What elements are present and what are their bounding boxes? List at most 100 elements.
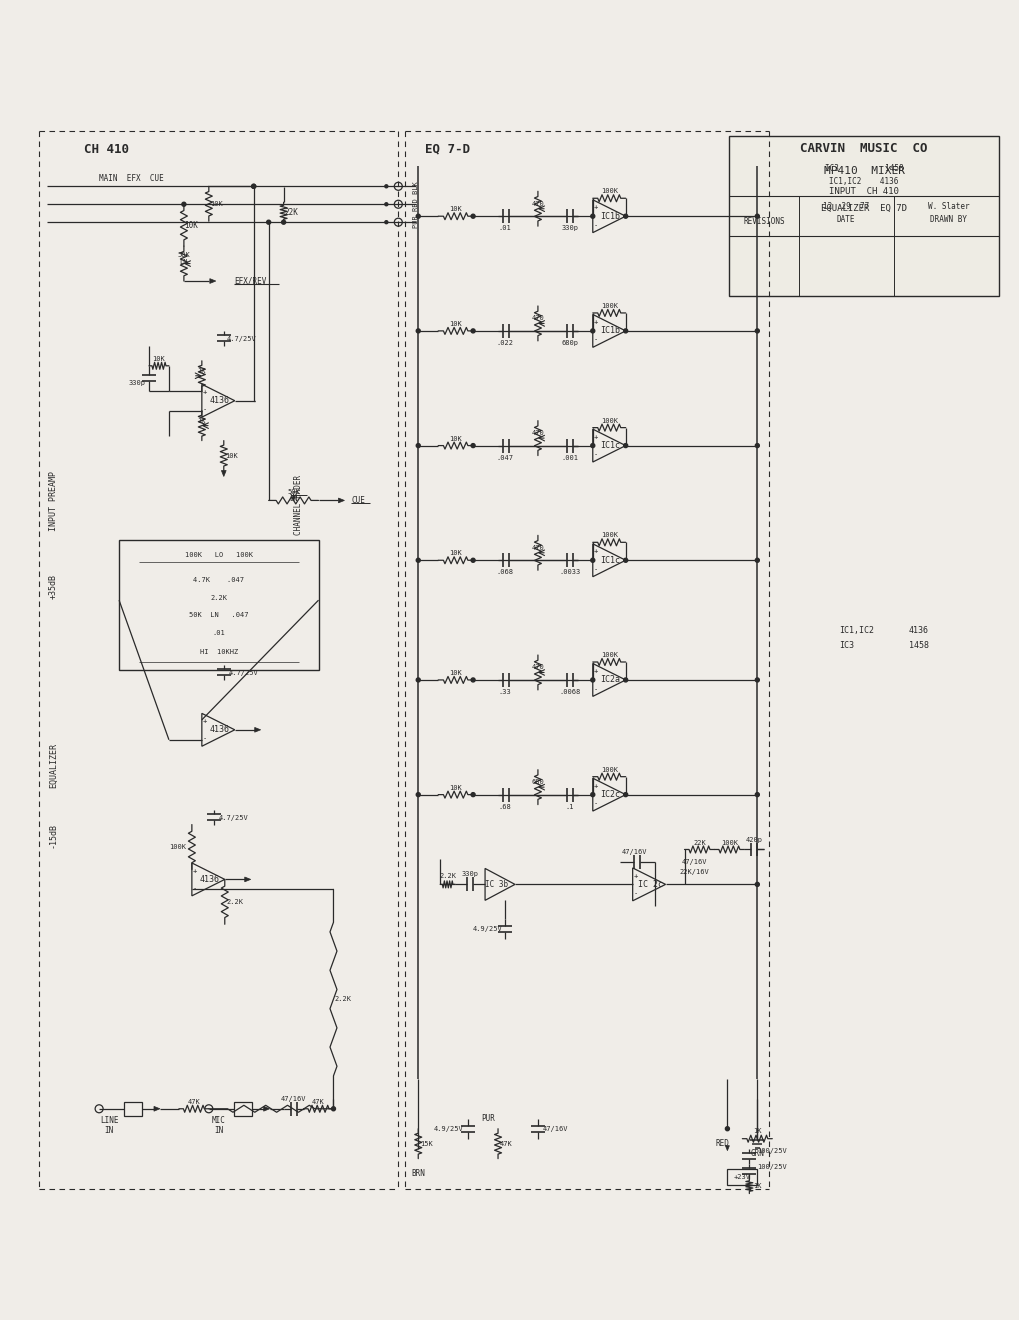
- Polygon shape: [255, 727, 261, 733]
- Text: 47/16V: 47/16V: [622, 850, 647, 855]
- Circle shape: [590, 558, 594, 562]
- Text: 47K: 47K: [499, 1140, 512, 1147]
- Text: 1458: 1458: [908, 640, 928, 649]
- Text: -15dB: -15dB: [49, 824, 58, 847]
- Text: 15K: 15K: [420, 1140, 432, 1147]
- Text: 47K: 47K: [187, 1098, 200, 1105]
- Text: -: -: [203, 407, 207, 412]
- Text: IN: IN: [104, 1126, 113, 1135]
- Text: .33: .33: [498, 689, 511, 694]
- Text: +: +: [593, 319, 597, 325]
- Circle shape: [252, 185, 256, 189]
- Circle shape: [471, 678, 475, 682]
- Circle shape: [471, 444, 475, 447]
- Circle shape: [623, 678, 627, 682]
- Text: 100K: 100K: [600, 652, 618, 657]
- Text: +: +: [593, 783, 597, 789]
- Circle shape: [266, 220, 270, 224]
- Circle shape: [416, 792, 420, 797]
- Text: 100K: 100K: [600, 767, 618, 772]
- Text: 680p: 680p: [560, 339, 578, 346]
- Circle shape: [471, 214, 475, 218]
- Text: 10K: 10K: [448, 321, 462, 327]
- Bar: [727, 1168, 756, 1184]
- Text: IC3: IC3: [839, 640, 853, 649]
- Text: 100K: 100K: [600, 532, 618, 539]
- Text: 4136: 4136: [908, 626, 928, 635]
- Text: 100K: 100K: [600, 189, 618, 194]
- Text: DATE: DATE: [836, 215, 855, 223]
- Text: -: -: [593, 566, 597, 572]
- Circle shape: [590, 444, 594, 447]
- Text: 100/25V: 100/25V: [757, 1164, 787, 1170]
- Circle shape: [590, 678, 594, 682]
- Polygon shape: [725, 1146, 729, 1151]
- Text: 47K: 47K: [312, 1098, 325, 1105]
- Circle shape: [471, 329, 475, 333]
- Circle shape: [755, 792, 758, 797]
- Text: 47/16V: 47/16V: [542, 1126, 568, 1131]
- Text: IC1b: IC1b: [600, 326, 620, 335]
- Text: 2.2K: 2.2K: [439, 874, 455, 879]
- Bar: [119, 540, 318, 671]
- Text: 470: 470: [531, 315, 544, 322]
- Text: -: -: [593, 685, 597, 692]
- Circle shape: [755, 558, 758, 562]
- Text: 50K
LN: 50K LN: [287, 488, 300, 502]
- Text: CARVIN  MUSIC  CO: CARVIN MUSIC CO: [800, 141, 927, 154]
- Text: 10K: 10K: [448, 550, 462, 556]
- Text: MIC: MIC: [212, 1117, 225, 1125]
- Text: 330p: 330p: [128, 380, 146, 385]
- Text: 470: 470: [531, 430, 544, 436]
- Circle shape: [331, 1106, 335, 1110]
- Text: 100/25V: 100/25V: [757, 1147, 787, 1154]
- Text: 4136: 4136: [209, 396, 229, 405]
- Text: 470: 470: [531, 545, 544, 550]
- Text: -: -: [633, 890, 637, 896]
- Text: PUR: PUR: [481, 1114, 494, 1123]
- Text: EQUALIZER  EQ 7D: EQUALIZER EQ 7D: [820, 203, 906, 213]
- Circle shape: [755, 214, 758, 218]
- Circle shape: [590, 214, 594, 218]
- Text: .001: .001: [560, 454, 578, 461]
- Text: 22K: 22K: [284, 207, 299, 216]
- Circle shape: [623, 792, 627, 797]
- Text: CHANNEL FADER: CHANNEL FADER: [293, 475, 303, 536]
- Text: IC1,IC2    4136: IC1,IC2 4136: [828, 177, 898, 186]
- Text: +: +: [203, 389, 207, 395]
- Text: 100K: 100K: [169, 843, 186, 850]
- Text: EFX/REV: EFX/REV: [233, 276, 266, 285]
- Text: 10K: 10K: [448, 784, 462, 791]
- Polygon shape: [264, 1106, 269, 1111]
- Polygon shape: [210, 279, 216, 284]
- Text: 10K: 10K: [210, 201, 223, 207]
- Text: HI  10KHZ: HI 10KHZ: [200, 649, 237, 655]
- Text: 1K: 1K: [752, 1127, 761, 1134]
- Text: .68: .68: [498, 804, 511, 809]
- Text: 2.2K: 2.2K: [226, 899, 243, 904]
- Circle shape: [384, 203, 387, 206]
- Text: 1K: 1K: [752, 1183, 761, 1189]
- Text: CH 410: CH 410: [85, 143, 129, 156]
- Text: 4.7/25V: 4.7/25V: [226, 335, 257, 342]
- Text: .0033: .0033: [558, 569, 580, 576]
- Text: -: -: [593, 222, 597, 228]
- Text: 330p: 330p: [462, 871, 478, 878]
- Text: IC 3b: IC 3b: [485, 880, 508, 888]
- Text: 4.9/25V: 4.9/25V: [472, 927, 501, 932]
- Text: 100K: 100K: [600, 417, 618, 424]
- Text: -: -: [593, 800, 597, 807]
- Text: -: -: [203, 735, 207, 742]
- Bar: [729, 136, 998, 296]
- Text: INPUT  CH 410: INPUT CH 410: [828, 186, 898, 195]
- Circle shape: [755, 329, 758, 333]
- Text: 330p: 330p: [560, 226, 578, 231]
- Circle shape: [416, 558, 420, 562]
- Text: INPUT PREAMP: INPUT PREAMP: [49, 471, 58, 532]
- Text: IC3          1458: IC3 1458: [824, 164, 903, 173]
- Text: 4.7/25V: 4.7/25V: [228, 671, 259, 676]
- Text: IC1,IC2: IC1,IC2: [839, 626, 873, 635]
- Text: +: +: [593, 205, 597, 210]
- Circle shape: [590, 792, 594, 797]
- Text: 10K: 10K: [153, 356, 165, 362]
